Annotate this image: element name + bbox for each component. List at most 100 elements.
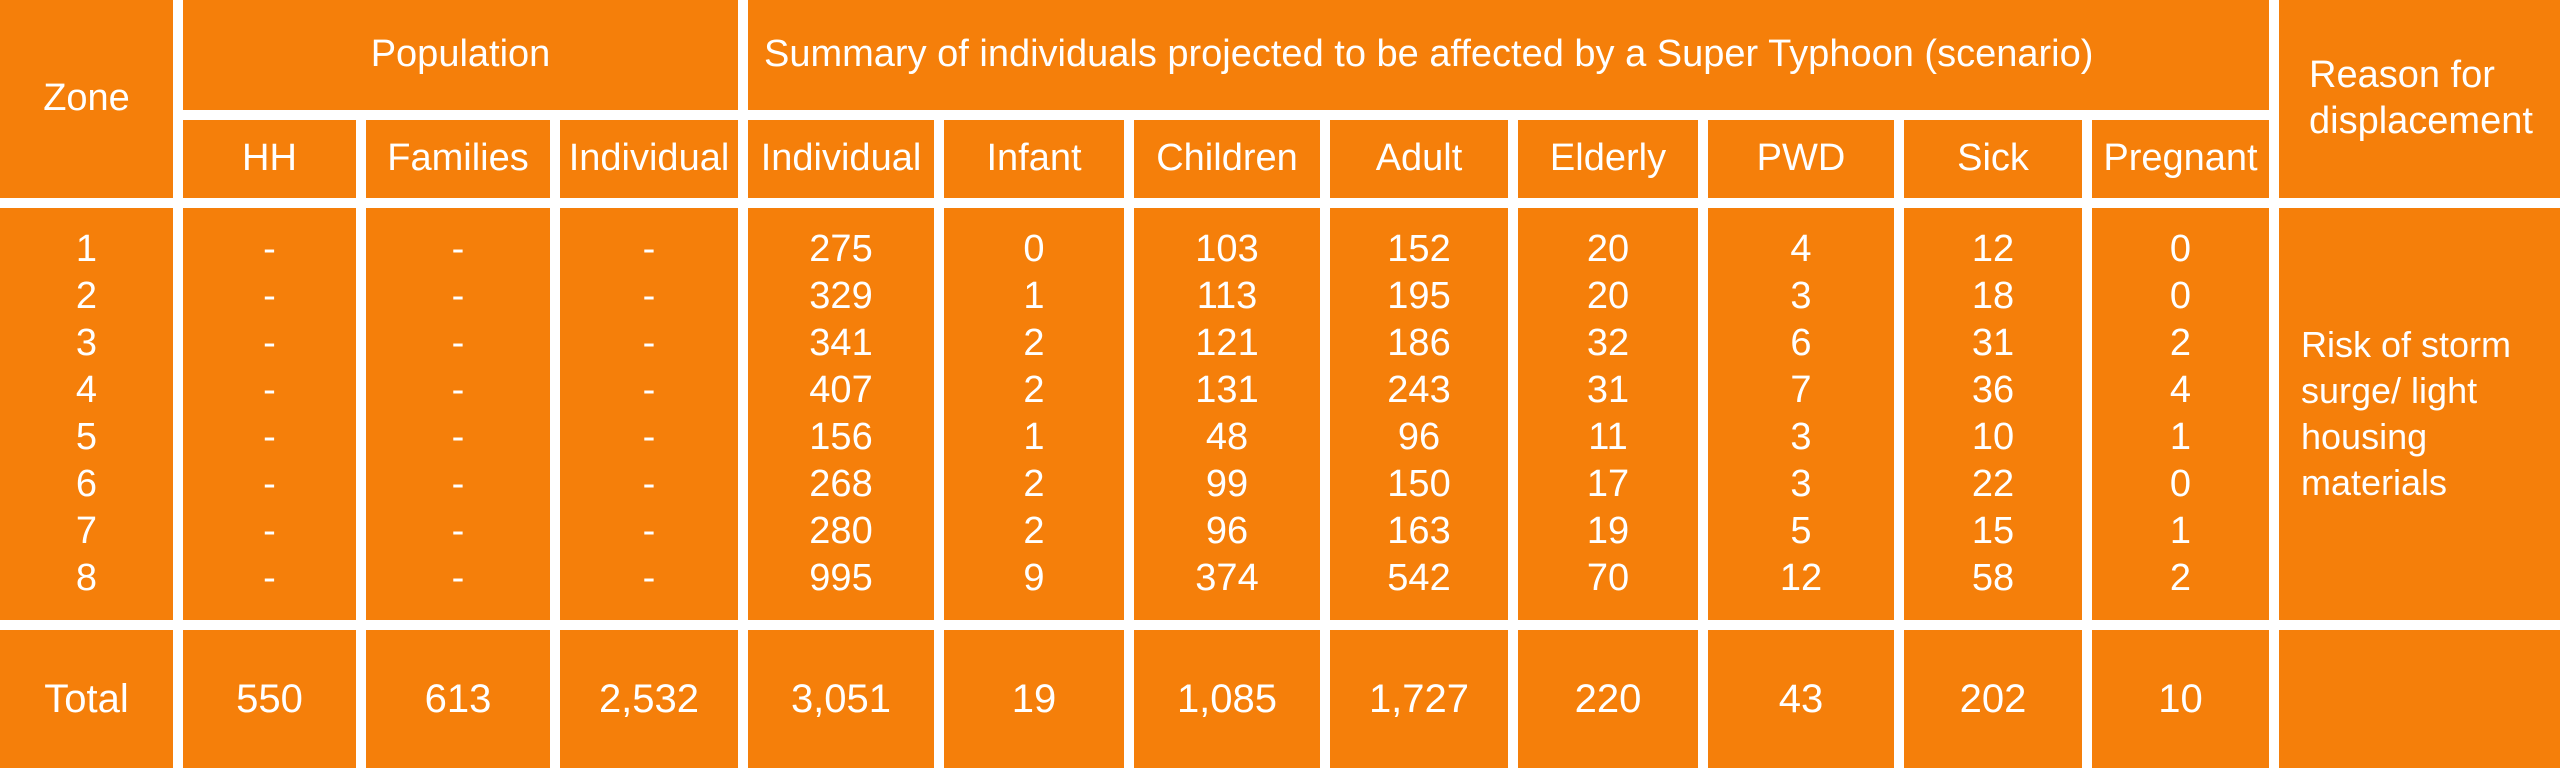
reason-header: Reason for displacement <box>2279 0 2560 198</box>
children-cell: 103 <box>1195 228 1259 270</box>
pwd-cell: 7 <box>1790 369 1812 411</box>
individual-cell: 341 <box>809 322 873 364</box>
total-reason <box>2279 630 2560 768</box>
pwd-cell: 3 <box>1790 463 1812 505</box>
pwd-cell: 3 <box>1790 275 1812 317</box>
children-cell: 48 <box>1205 416 1249 458</box>
pregnant-cell: 2 <box>2169 322 2192 364</box>
sick-cell: 22 <box>1971 463 2015 505</box>
pwd-cell: 3 <box>1790 416 1812 458</box>
families-cell: - <box>451 416 465 458</box>
pregnant-cell: 0 <box>2169 228 2192 270</box>
hh-header: HH <box>183 120 356 198</box>
individual-cell: 275 <box>809 228 873 270</box>
population-individual-cell: - <box>642 369 656 411</box>
families-cell: - <box>451 369 465 411</box>
elderly-cell: 20 <box>1586 275 1630 317</box>
adult-cell: 163 <box>1387 510 1451 552</box>
hh-cell: - <box>263 322 276 364</box>
zone-cell: 5 <box>75 416 98 458</box>
population-individual-cell: - <box>642 510 656 552</box>
individual-column: 275 329 341 407 156 268 280 995 <box>748 208 934 620</box>
population-individual-cell: - <box>642 322 656 364</box>
population-header: Population <box>183 0 738 110</box>
infant-cell: 1 <box>1023 275 1045 317</box>
total-individual: 3,051 <box>748 630 934 768</box>
children-cell: 99 <box>1205 463 1249 505</box>
hh-cell: - <box>263 463 276 505</box>
adult-cell: 243 <box>1387 369 1451 411</box>
total-label: Total <box>0 630 173 768</box>
zone-cell: 3 <box>75 322 98 364</box>
total-children: 1,085 <box>1134 630 1320 768</box>
infant-cell: 2 <box>1023 369 1045 411</box>
elderly-cell: 70 <box>1586 557 1630 599</box>
infant-header: Infant <box>944 120 1124 198</box>
zone-column: 1 2 3 4 5 6 7 8 <box>0 208 173 620</box>
elderly-cell: 19 <box>1586 510 1630 552</box>
population-individual-cell: - <box>642 275 656 317</box>
total-infant: 19 <box>944 630 1124 768</box>
total-elderly: 220 <box>1518 630 1698 768</box>
infant-cell: 9 <box>1023 557 1045 599</box>
pregnant-cell: 2 <box>2169 557 2192 599</box>
individual-cell: 156 <box>809 416 873 458</box>
elderly-header: Elderly <box>1518 120 1698 198</box>
families-cell: - <box>451 463 465 505</box>
zone-cell: 2 <box>75 275 98 317</box>
children-header: Children <box>1134 120 1320 198</box>
infant-column: 0 1 2 2 1 2 2 9 <box>944 208 1124 620</box>
elderly-cell: 11 <box>1588 416 1628 458</box>
sick-cell: 12 <box>1971 228 2015 270</box>
individual-cell: 280 <box>809 510 873 552</box>
pregnant-cell: 0 <box>2169 463 2192 505</box>
zone-cell: 1 <box>75 228 98 270</box>
sick-cell: 58 <box>1971 557 2015 599</box>
families-cell: - <box>451 228 465 270</box>
infant-cell: 0 <box>1023 228 1045 270</box>
adult-cell: 542 <box>1387 557 1451 599</box>
zone-cell: 6 <box>75 463 98 505</box>
population-individual-cell: - <box>642 416 656 458</box>
children-cell: 121 <box>1195 322 1259 364</box>
reason-cell: Risk of storm surge/ light housing mater… <box>2279 208 2560 620</box>
pregnant-column: 0 0 2 4 1 0 1 2 <box>2092 208 2269 620</box>
total-adult: 1,727 <box>1330 630 1508 768</box>
families-cell: - <box>451 322 465 364</box>
adult-cell: 152 <box>1387 228 1451 270</box>
population-individual-cell: - <box>642 228 656 270</box>
elderly-cell: 32 <box>1586 322 1630 364</box>
zone-header: Zone <box>0 0 173 198</box>
elderly-cell: 31 <box>1586 369 1630 411</box>
infant-cell: 2 <box>1023 463 1045 505</box>
population-individual-header: Individual <box>560 120 738 198</box>
pwd-column: 4 3 6 7 3 3 5 12 <box>1708 208 1894 620</box>
sick-cell: 31 <box>1971 322 2015 364</box>
population-individual-column: - - - - - - - - <box>560 208 738 620</box>
pwd-cell: 12 <box>1779 557 1823 599</box>
infant-cell: 2 <box>1023 322 1045 364</box>
families-cell: - <box>451 510 465 552</box>
children-cell: 374 <box>1195 557 1259 599</box>
total-pwd: 43 <box>1708 630 1894 768</box>
hh-cell: - <box>263 369 276 411</box>
sick-cell: 10 <box>1971 416 2015 458</box>
total-families: 613 <box>366 630 550 768</box>
pregnant-cell: 1 <box>2169 510 2192 552</box>
pwd-cell: 6 <box>1790 322 1812 364</box>
adult-header: Adult <box>1330 120 1508 198</box>
individual-cell: 995 <box>809 557 873 599</box>
families-cell: - <box>451 557 465 599</box>
pregnant-cell: 4 <box>2169 369 2192 411</box>
zone-cell: 7 <box>75 510 98 552</box>
families-header: Families <box>366 120 550 198</box>
pwd-header: PWD <box>1708 120 1894 198</box>
children-cell: 113 <box>1196 275 1258 317</box>
reason-text: Risk of storm surge/ light housing mater… <box>2301 324 2512 503</box>
hh-column: - - - - - - - - <box>183 208 356 620</box>
sick-column: 12 18 31 36 10 22 15 58 <box>1904 208 2082 620</box>
population-individual-cell: - <box>642 463 656 505</box>
hh-cell: - <box>263 416 276 458</box>
summary-header: Summary of individuals projected to be a… <box>748 0 2269 110</box>
individual-cell: 329 <box>809 275 873 317</box>
